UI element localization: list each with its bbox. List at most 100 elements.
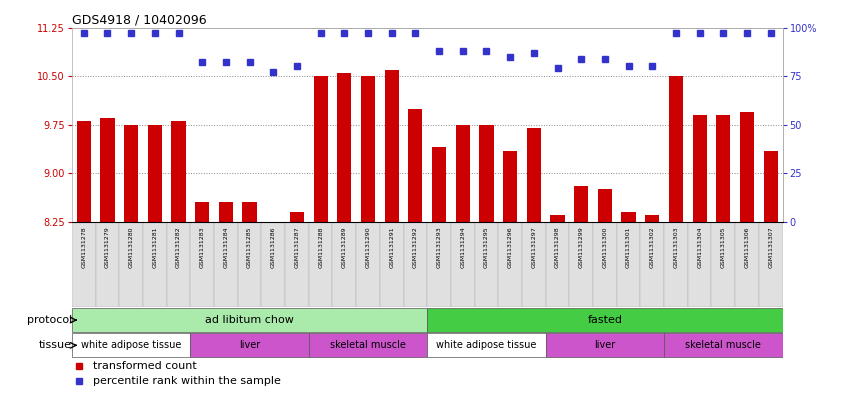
Bar bbox=[143, 222, 167, 307]
Text: protocol: protocol bbox=[27, 315, 72, 325]
Bar bbox=[309, 333, 427, 358]
Bar bbox=[498, 222, 522, 307]
Bar bbox=[172, 121, 185, 222]
Text: GSM1131291: GSM1131291 bbox=[389, 226, 394, 268]
Text: GSM1131280: GSM1131280 bbox=[129, 226, 134, 268]
Text: GSM1131297: GSM1131297 bbox=[531, 226, 536, 268]
Text: GSM1131306: GSM1131306 bbox=[744, 226, 750, 268]
Bar bbox=[740, 112, 754, 222]
Bar bbox=[432, 147, 446, 222]
Bar bbox=[167, 222, 190, 307]
Bar bbox=[451, 222, 475, 307]
Text: percentile rank within the sample: percentile rank within the sample bbox=[93, 376, 281, 386]
Text: liver: liver bbox=[239, 340, 261, 350]
Bar bbox=[522, 222, 546, 307]
Bar bbox=[427, 222, 451, 307]
Text: fasted: fasted bbox=[587, 315, 623, 325]
Text: GSM1131281: GSM1131281 bbox=[152, 226, 157, 268]
Text: ad libitum chow: ad libitum chow bbox=[205, 315, 294, 325]
Text: transformed count: transformed count bbox=[93, 361, 197, 371]
Bar bbox=[72, 333, 190, 358]
Text: GSM1131279: GSM1131279 bbox=[105, 226, 110, 268]
Bar bbox=[72, 308, 427, 332]
Text: GSM1131284: GSM1131284 bbox=[223, 226, 228, 268]
Text: GSM1131278: GSM1131278 bbox=[81, 226, 86, 268]
Text: GSM1131288: GSM1131288 bbox=[318, 226, 323, 268]
Bar bbox=[593, 222, 617, 307]
Text: GSM1131282: GSM1131282 bbox=[176, 226, 181, 268]
Text: GSM1131296: GSM1131296 bbox=[508, 226, 513, 268]
Bar bbox=[622, 212, 635, 222]
Bar bbox=[214, 222, 238, 307]
Text: skeletal muscle: skeletal muscle bbox=[685, 340, 761, 350]
Bar bbox=[219, 202, 233, 222]
Bar bbox=[338, 73, 351, 222]
Bar bbox=[759, 222, 783, 307]
Bar bbox=[688, 222, 711, 307]
Bar bbox=[119, 222, 143, 307]
Bar bbox=[456, 125, 470, 222]
Bar bbox=[569, 222, 593, 307]
Bar bbox=[664, 222, 688, 307]
Bar bbox=[480, 125, 493, 222]
Text: GSM1131286: GSM1131286 bbox=[271, 226, 276, 268]
Text: GSM1131283: GSM1131283 bbox=[200, 226, 205, 268]
Bar bbox=[546, 333, 664, 358]
Text: GSM1131301: GSM1131301 bbox=[626, 226, 631, 268]
Text: GSM1131292: GSM1131292 bbox=[413, 226, 418, 268]
Bar bbox=[385, 70, 398, 222]
Text: skeletal muscle: skeletal muscle bbox=[330, 340, 406, 350]
Bar bbox=[735, 222, 759, 307]
Bar bbox=[717, 115, 730, 222]
Bar bbox=[640, 222, 664, 307]
Bar bbox=[190, 222, 214, 307]
Text: GSM1131290: GSM1131290 bbox=[365, 226, 371, 268]
Text: GSM1131295: GSM1131295 bbox=[484, 226, 489, 268]
Bar bbox=[693, 115, 706, 222]
Bar bbox=[404, 222, 427, 307]
Bar bbox=[380, 222, 404, 307]
Bar bbox=[361, 76, 375, 222]
Text: GSM1131307: GSM1131307 bbox=[768, 226, 773, 268]
Bar bbox=[195, 202, 209, 222]
Text: GSM1131304: GSM1131304 bbox=[697, 226, 702, 268]
Bar bbox=[356, 222, 380, 307]
Bar bbox=[96, 222, 119, 307]
Text: white adipose tissue: white adipose tissue bbox=[81, 340, 181, 350]
Text: GSM1131305: GSM1131305 bbox=[721, 226, 726, 268]
Text: GSM1131285: GSM1131285 bbox=[247, 226, 252, 268]
Text: GSM1131294: GSM1131294 bbox=[460, 226, 465, 268]
Bar bbox=[243, 202, 256, 222]
Bar bbox=[764, 151, 777, 222]
Bar bbox=[190, 333, 309, 358]
Bar bbox=[427, 308, 783, 332]
Bar bbox=[669, 76, 683, 222]
Bar bbox=[261, 222, 285, 307]
Bar bbox=[664, 333, 783, 358]
Bar bbox=[285, 222, 309, 307]
Text: GSM1131293: GSM1131293 bbox=[437, 226, 442, 268]
Bar bbox=[427, 333, 546, 358]
Bar bbox=[598, 189, 612, 222]
Text: GSM1131303: GSM1131303 bbox=[673, 226, 678, 268]
Bar bbox=[551, 215, 564, 222]
Text: GDS4918 / 10402096: GDS4918 / 10402096 bbox=[72, 13, 206, 26]
Bar bbox=[645, 215, 659, 222]
Bar bbox=[72, 222, 96, 307]
Text: GSM1131302: GSM1131302 bbox=[650, 226, 655, 268]
Bar bbox=[124, 125, 138, 222]
Bar bbox=[546, 222, 569, 307]
Text: tissue: tissue bbox=[39, 340, 72, 350]
Text: liver: liver bbox=[594, 340, 616, 350]
Text: white adipose tissue: white adipose tissue bbox=[437, 340, 536, 350]
Bar bbox=[148, 125, 162, 222]
Bar bbox=[617, 222, 640, 307]
Bar bbox=[527, 128, 541, 222]
Bar bbox=[503, 151, 517, 222]
Text: GSM1131299: GSM1131299 bbox=[579, 226, 584, 268]
Bar bbox=[409, 108, 422, 222]
Bar bbox=[290, 212, 304, 222]
Bar bbox=[238, 222, 261, 307]
Bar bbox=[101, 118, 114, 222]
Text: GSM1131300: GSM1131300 bbox=[602, 226, 607, 268]
